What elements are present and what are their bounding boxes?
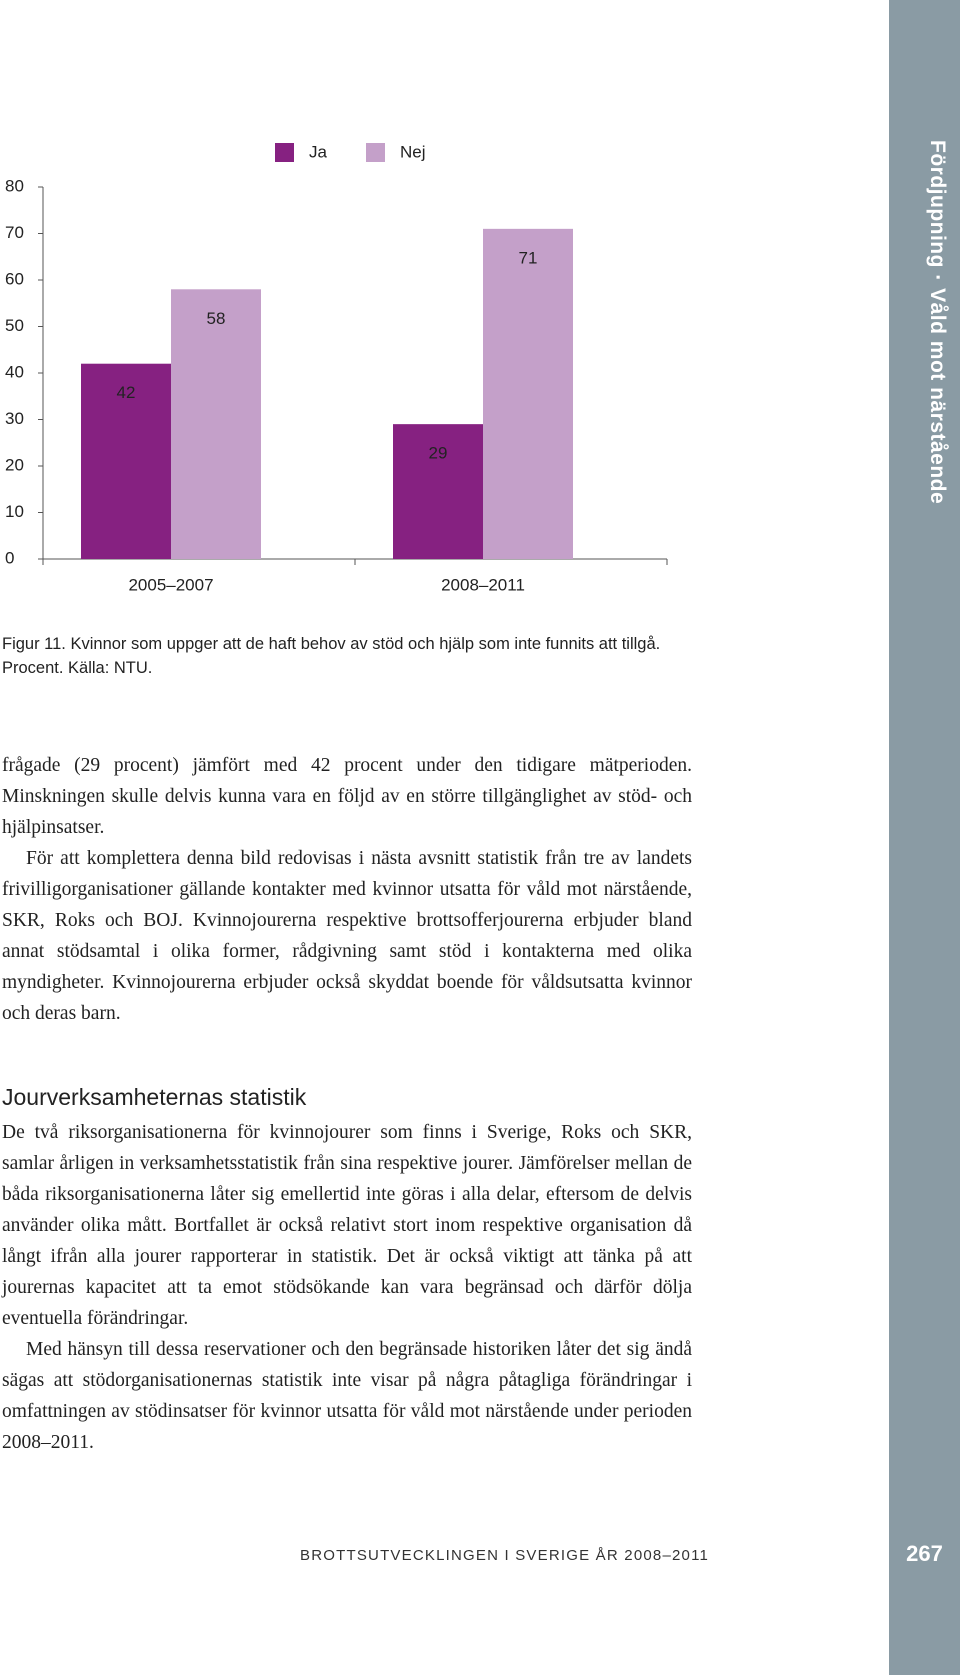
x-tick-label: 2005–2007 [128, 575, 213, 594]
value-label: 29 [429, 444, 448, 463]
value-label: 42 [117, 383, 136, 402]
y-tick-label: 30 [5, 409, 24, 428]
figure-caption: Figur 11. Kvinnor som uppger att de haft… [2, 635, 661, 677]
section-heading: Jourverksamheternas statistik [2, 1084, 307, 1110]
legend-label: Ja [309, 142, 328, 161]
sidebar [889, 0, 960, 1675]
legend-swatch [366, 143, 385, 162]
paragraph: frågade (29 procent) jämfört med 42 proc… [2, 755, 692, 838]
legend-swatch [275, 143, 294, 162]
y-tick-label: 10 [5, 502, 24, 521]
chart: 0 10 20 30 40 50 60 70 80 Ja Nej 2005–2007 42 58 2008–… [5, 142, 668, 594]
bar [393, 424, 483, 559]
bar [81, 363, 171, 559]
y-tick-label: 80 [5, 176, 24, 195]
value-label: 71 [519, 248, 538, 267]
y-tick-label: 50 [5, 316, 24, 335]
page-number: 267 [906, 1541, 943, 1566]
section-text: De två riksorganisationerna för kvinnojo… [2, 1117, 692, 1458]
running-footer: BROTTSUTVECKLINGEN I SVERIGE ÅR 2008–201… [300, 1547, 710, 1564]
y-tick-label: 20 [5, 455, 24, 474]
y-tick-label: 60 [5, 269, 24, 288]
sidebar-label: Fördjupning · Våld mot närstående [926, 140, 949, 505]
y-tick-label: 70 [5, 223, 24, 242]
paragraph: För att komplettera denna bild redovisas… [2, 848, 692, 1024]
y-tick-label: 0 [5, 548, 14, 567]
value-label: 58 [207, 309, 226, 328]
paragraph: De två riksorganisationerna för kvinnojo… [2, 1122, 692, 1329]
intro-text: frågade (29 procent) jämfört med 42 proc… [2, 750, 692, 1029]
bar [171, 289, 261, 559]
legend-label: Nej [400, 142, 426, 161]
bar [483, 228, 573, 559]
x-tick-label: 2008–2011 [441, 575, 525, 594]
paragraph: Med hänsyn till dessa reservationer och … [2, 1339, 692, 1453]
y-tick-label: 40 [5, 362, 24, 381]
